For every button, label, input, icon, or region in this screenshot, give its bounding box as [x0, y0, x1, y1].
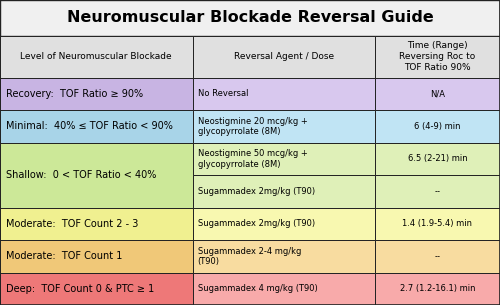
Bar	[192, 240, 375, 273]
Bar	[375, 175, 500, 208]
Bar	[375, 110, 500, 143]
Text: Sugammadex 4 mg/kg (T90): Sugammadex 4 mg/kg (T90)	[198, 284, 318, 293]
Text: Level of Neuromuscular Blockade: Level of Neuromuscular Blockade	[20, 52, 172, 61]
Text: 6 (4-9) min: 6 (4-9) min	[414, 122, 461, 131]
Bar	[192, 175, 375, 208]
Bar	[0, 208, 192, 240]
Text: 2.7 (1.2-16.1) min: 2.7 (1.2-16.1) min	[400, 284, 475, 293]
Bar	[192, 143, 375, 175]
Bar	[375, 240, 500, 273]
Text: Reversal Agent / Dose: Reversal Agent / Dose	[234, 52, 334, 61]
Bar	[375, 78, 500, 110]
Text: N/A: N/A	[430, 89, 445, 99]
Bar	[192, 36, 375, 78]
Text: 1.4 (1.9-5.4) min: 1.4 (1.9-5.4) min	[402, 219, 472, 228]
Text: Neuromuscular Blockade Reversal Guide: Neuromuscular Blockade Reversal Guide	[66, 10, 434, 26]
Text: Moderate:  TOF Count 1: Moderate: TOF Count 1	[6, 251, 122, 261]
Bar	[192, 208, 375, 240]
Text: Sugammadex 2mg/kg (T90): Sugammadex 2mg/kg (T90)	[198, 219, 314, 228]
Bar	[192, 110, 375, 143]
Text: Minimal:  40% ≤ TOF Ratio < 90%: Minimal: 40% ≤ TOF Ratio < 90%	[6, 121, 173, 131]
Text: Neostigmine 20 mcg/kg +
glycopyrrolate (8M): Neostigmine 20 mcg/kg + glycopyrrolate (…	[198, 117, 307, 136]
Bar	[0, 110, 192, 143]
Text: Deep:  TOF Count 0 & PTC ≥ 1: Deep: TOF Count 0 & PTC ≥ 1	[6, 284, 154, 294]
Bar	[375, 208, 500, 240]
Bar	[0, 273, 192, 305]
Bar	[0, 78, 192, 110]
Bar	[192, 78, 375, 110]
Text: Recovery:  TOF Ratio ≥ 90%: Recovery: TOF Ratio ≥ 90%	[6, 89, 143, 99]
Text: Shallow:  0 < TOF Ratio < 40%: Shallow: 0 < TOF Ratio < 40%	[6, 170, 156, 180]
Bar	[375, 143, 500, 175]
Text: --: --	[434, 187, 440, 196]
Text: Sugammadex 2mg/kg (T90): Sugammadex 2mg/kg (T90)	[198, 187, 314, 196]
Bar	[0, 143, 192, 208]
Text: Sugammadex 2-4 mg/kg
(T90): Sugammadex 2-4 mg/kg (T90)	[198, 246, 301, 266]
Text: 6.5 (2-21) min: 6.5 (2-21) min	[408, 154, 468, 163]
Text: Neostigmine 50 mcg/kg +
glycopyrrolate (8M): Neostigmine 50 mcg/kg + glycopyrrolate (…	[198, 149, 307, 169]
Text: Time (Range)
Reversing Roc to
TOF Ratio 90%: Time (Range) Reversing Roc to TOF Ratio …	[400, 41, 475, 73]
Bar	[192, 273, 375, 305]
Text: No Reversal: No Reversal	[198, 89, 248, 99]
Text: --: --	[434, 252, 440, 261]
Bar	[0, 0, 500, 36]
Bar	[0, 240, 192, 273]
Bar	[375, 273, 500, 305]
Text: Moderate:  TOF Count 2 - 3: Moderate: TOF Count 2 - 3	[6, 219, 138, 229]
Bar	[0, 36, 192, 78]
Bar	[375, 36, 500, 78]
